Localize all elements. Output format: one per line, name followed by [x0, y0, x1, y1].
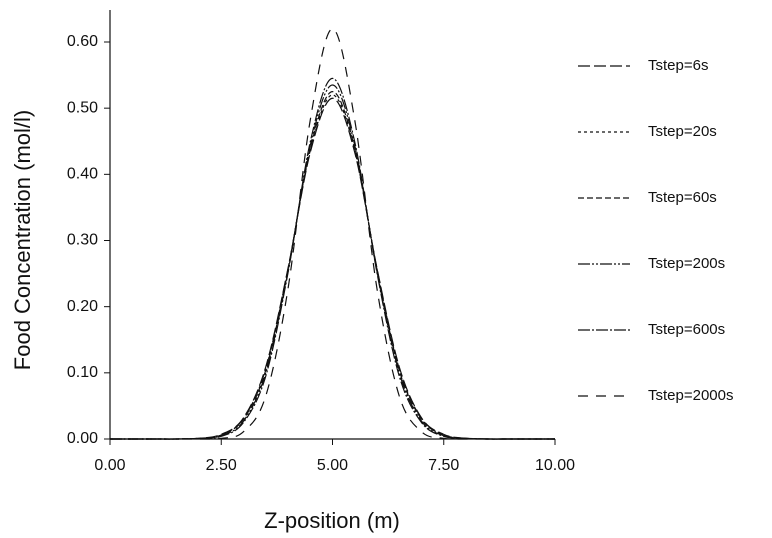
legend-label: Tstep=60s [648, 189, 717, 206]
y-axis-title: Food Concentration (mol/l) [10, 110, 35, 370]
y-tick-label: 0.50 [67, 99, 98, 116]
series-line [110, 97, 555, 440]
y-tick-label: 0.20 [67, 298, 98, 315]
legend-label: Tstep=200s [648, 255, 725, 272]
series-line [110, 28, 555, 440]
legend-label: Tstep=6s [648, 57, 708, 74]
series-line [110, 84, 555, 440]
x-tick-label: 5.00 [317, 457, 348, 474]
x-tick-label: 0.00 [94, 457, 125, 474]
series-line [110, 91, 555, 440]
y-tick-label: 0.40 [67, 166, 98, 183]
legend-label: Tstep=2000s [648, 387, 733, 404]
y-tick-label: 0.10 [67, 364, 98, 381]
legend-label: Tstep=600s [648, 321, 725, 338]
y-tick-label: 0.30 [67, 232, 98, 249]
series-line [110, 94, 555, 440]
x-tick-label: 7.50 [428, 457, 459, 474]
x-tick-label: 10.00 [535, 457, 575, 474]
series-line [110, 77, 555, 440]
x-tick-label: 2.50 [206, 457, 237, 474]
y-tick-label: 0.60 [67, 33, 98, 50]
y-tick-label: 0.00 [67, 430, 98, 447]
x-axis-title: Z-position (m) [264, 508, 400, 533]
legend-label: Tstep=20s [648, 123, 717, 140]
